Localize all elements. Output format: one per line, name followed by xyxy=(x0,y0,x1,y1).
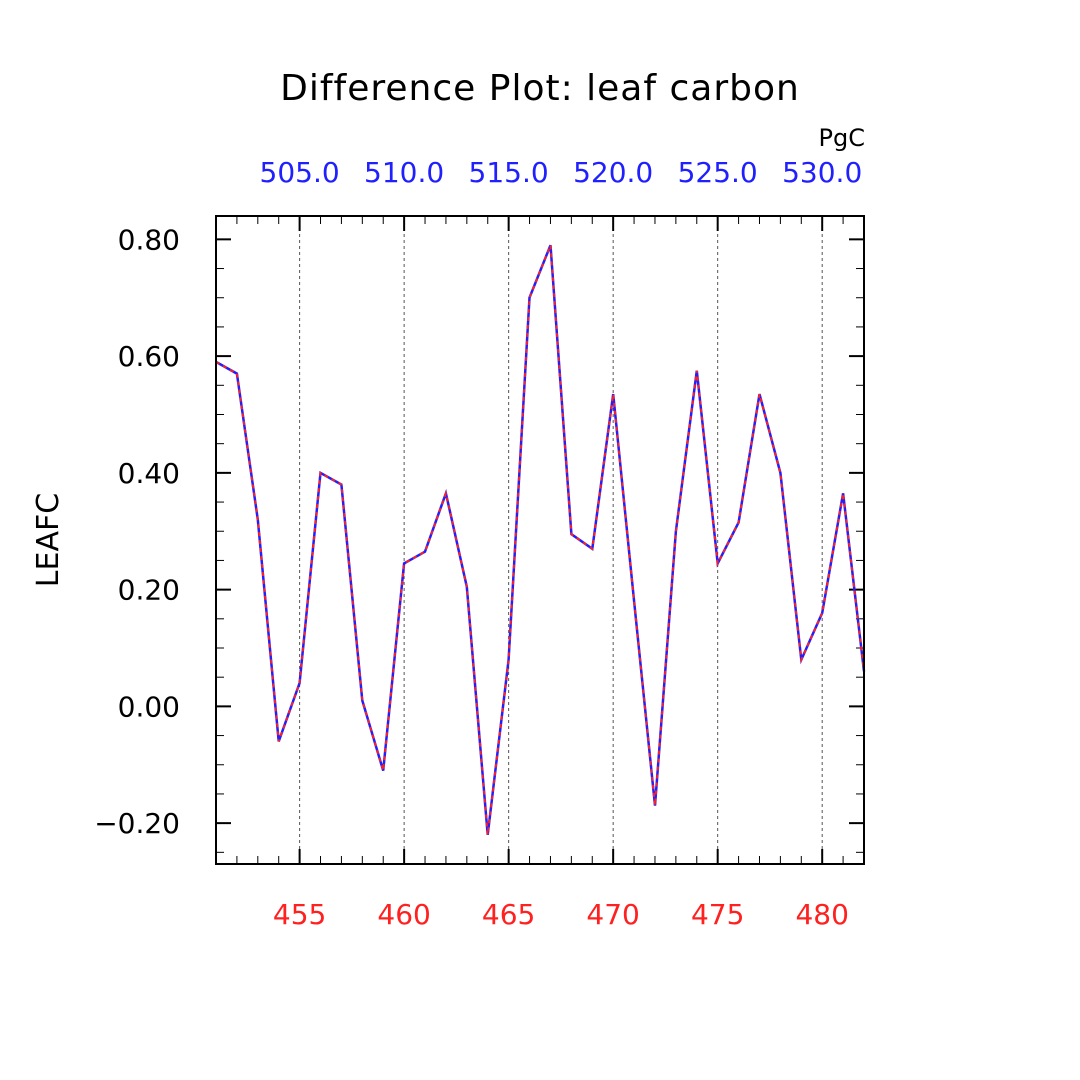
y-tick-label-3: 0.40 xyxy=(118,457,180,490)
x-tick-labels: 455 460 465 470 475 480 xyxy=(273,898,849,931)
plot-frame xyxy=(215,215,865,865)
grid-lines xyxy=(299,216,823,864)
top-axis-unit: PgC xyxy=(819,124,865,152)
top-tick-label-1: 510.0 xyxy=(364,156,444,189)
series-line-dashed-0 xyxy=(215,244,865,835)
y-tick-label-1: 0.00 xyxy=(118,690,180,723)
top-tick-label-4: 525.0 xyxy=(678,156,758,189)
x-tick-label-5: 480 xyxy=(795,898,848,931)
y-tick-label-4: 0.60 xyxy=(118,340,180,373)
top-tick-label-2: 515.0 xyxy=(469,156,549,189)
top-tick-labels: 505.0 510.0 515.0 520.0 525.0 530.0 xyxy=(260,156,863,189)
top-tick-label-5: 530.0 xyxy=(782,156,862,189)
y-tick-labels: −0.20 0.00 0.20 0.40 0.60 0.80 xyxy=(94,223,180,840)
top-tick-label-0: 505.0 xyxy=(260,156,340,189)
x-tick-label-2: 465 xyxy=(482,898,535,931)
x-tick-label-0: 455 xyxy=(273,898,326,931)
chart-title: Difference Plot: leaf carbon xyxy=(280,68,800,109)
y-axis-label: LEAFC xyxy=(31,493,66,587)
top-tick-label-3: 520.0 xyxy=(573,156,653,189)
y-tick-label-2: 0.20 xyxy=(118,574,180,607)
x-tick-label-4: 475 xyxy=(691,898,744,931)
y-tick-label-0: −0.20 xyxy=(94,807,180,840)
x-tick-label-3: 470 xyxy=(586,898,639,931)
y-tick-label-5: 0.80 xyxy=(118,223,180,256)
x-tick-label-1: 460 xyxy=(377,898,430,931)
major-ticks xyxy=(216,216,864,864)
